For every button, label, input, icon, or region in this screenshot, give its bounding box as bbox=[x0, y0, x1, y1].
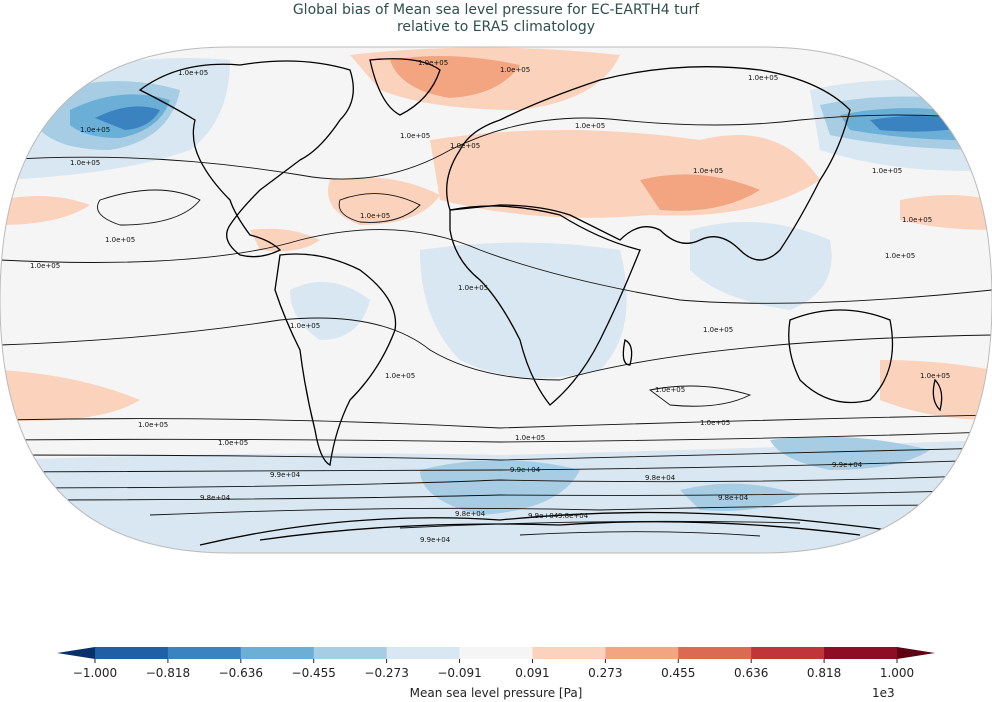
contour-label: 1.0e+05 bbox=[748, 74, 778, 82]
colorbar-segment bbox=[824, 647, 898, 659]
colorbar-tick-label: −0.455 bbox=[292, 666, 336, 680]
colorbar-segment bbox=[313, 647, 388, 659]
contour-label: 9.9e+04 bbox=[510, 466, 541, 474]
contour-label: 1.0e+05 bbox=[218, 439, 248, 447]
colorbar-extend-min bbox=[57, 647, 95, 659]
contour-label: 1.0e+05 bbox=[575, 122, 605, 130]
contour-label: 1.0e+05 bbox=[178, 69, 208, 77]
pressure-contours bbox=[0, 114, 992, 537]
contour-label: 1.0e+05 bbox=[703, 326, 733, 334]
contour-label: 1.0e+05 bbox=[450, 142, 480, 150]
contour-label: 1.0e+05 bbox=[515, 434, 545, 442]
contour-label: 1.0e+05 bbox=[500, 66, 530, 74]
contour-label: 9.8e+04 bbox=[200, 494, 231, 502]
contour-label: 1.0e+05 bbox=[902, 216, 932, 224]
colorbar-extend-max bbox=[897, 647, 935, 659]
colorbar: −1.000 −0.818 −0.636 −0.455 −0.273 −0.091 0.09… bbox=[57, 647, 935, 680]
colorbar-tick-label: 0.273 bbox=[588, 666, 622, 680]
contour-label: 1.0e+05 bbox=[400, 132, 430, 140]
colorbar-tick-label: −0.636 bbox=[219, 666, 263, 680]
chart-title-line1: Global bias of Mean sea level pressure f… bbox=[292, 2, 700, 18]
antarctica-outline bbox=[199, 511, 992, 546]
contour-label: 1.0e+05 bbox=[30, 262, 60, 270]
colorbar-segment bbox=[240, 647, 315, 659]
contour-label: 9.9e+04 bbox=[270, 471, 301, 479]
colorbar-multiplier: 1e3 bbox=[872, 686, 895, 700]
colorbar-segment bbox=[605, 647, 679, 659]
contour-label: 9.8e+04 bbox=[455, 510, 486, 518]
contour-label: 1.0e+05 bbox=[458, 284, 488, 292]
colorbar-segments bbox=[57, 647, 935, 659]
colorbar-segment bbox=[751, 647, 825, 659]
contour-label: 1.0e+05 bbox=[920, 372, 950, 380]
contour-label: 1.0e+05 bbox=[290, 322, 320, 330]
colorbar-segment bbox=[386, 647, 461, 659]
contour-label: 1.0e+05 bbox=[418, 59, 448, 67]
contour-label: 1.0e+05 bbox=[693, 167, 723, 175]
contour-label: 9.9e+04 bbox=[528, 512, 559, 520]
colorbar-tick-label: −0.273 bbox=[364, 666, 408, 680]
contour-label: 9.9e+04 bbox=[420, 536, 451, 544]
chart-title-line2: relative to ERA5 climatology bbox=[396, 19, 596, 35]
colorbar-tick-label: −0.818 bbox=[146, 666, 190, 680]
positive-bias-regions bbox=[0, 47, 992, 421]
colorbar-segment bbox=[167, 647, 242, 659]
australia-outline bbox=[788, 309, 894, 404]
contour-label: 9.8e+04 bbox=[645, 474, 676, 482]
antarctica-inner-outline bbox=[259, 521, 861, 541]
contour-label: 1.0e+05 bbox=[105, 236, 135, 244]
colorbar-tick-label: −1.000 bbox=[73, 666, 117, 680]
contour-label: 1.0e+05 bbox=[885, 252, 915, 260]
colorbar-segment bbox=[459, 647, 533, 659]
contour-label: 1.0e+05 bbox=[138, 421, 168, 429]
contour-label: 9.9e+04 bbox=[832, 461, 863, 469]
greenland-outline bbox=[369, 58, 441, 116]
colorbar-tick-label: 1.000 bbox=[880, 666, 914, 680]
colorbar-ticks: −1.000 −0.818 −0.636 −0.455 −0.273 −0.091 0.09… bbox=[73, 659, 914, 680]
map-boundary bbox=[0, 46, 992, 554]
map-panel: 1.0e+05 1.0e+05 1.0e+05 1.0e+05 1.0e+05 … bbox=[0, 47, 992, 553]
contour-label: 1.0e+05 bbox=[385, 372, 415, 380]
south-america-outline bbox=[274, 253, 397, 466]
contour-label: 9.8e+04 bbox=[558, 512, 589, 520]
colorbar-segment bbox=[95, 647, 169, 659]
contour-label: 1.0e+05 bbox=[700, 419, 730, 427]
new-zealand-outline bbox=[932, 378, 943, 412]
contour-label-layer: 1.0e+05 1.0e+05 1.0e+05 1.0e+05 1.0e+05 … bbox=[30, 59, 950, 544]
contour-label: 1.0e+05 bbox=[872, 167, 902, 175]
colorbar-tick-label: −0.091 bbox=[437, 666, 481, 680]
contour-label: 1.0e+05 bbox=[655, 386, 685, 394]
africa-outline bbox=[449, 205, 641, 406]
coastlines bbox=[138, 58, 992, 546]
madagascar-outline bbox=[622, 339, 633, 366]
colorbar-tick-label: 0.091 bbox=[515, 666, 549, 680]
eurasia-outline bbox=[446, 66, 851, 261]
colorbar-tick-label: 0.818 bbox=[807, 666, 841, 680]
colorbar-tick-label: 0.636 bbox=[734, 666, 768, 680]
colorbar-tick-label: 0.455 bbox=[661, 666, 695, 680]
contour-label: 9.8e+04 bbox=[718, 494, 749, 502]
colorbar-segment bbox=[532, 647, 606, 659]
colorbar-label: Mean sea level pressure [Pa] bbox=[410, 686, 583, 700]
north-america-outline bbox=[138, 60, 354, 258]
contour-label: 1.0e+05 bbox=[80, 126, 110, 134]
contour-label: 1.0e+05 bbox=[360, 212, 390, 220]
colorbar-segment bbox=[678, 647, 752, 659]
contour-label: 1.0e+05 bbox=[70, 159, 100, 167]
